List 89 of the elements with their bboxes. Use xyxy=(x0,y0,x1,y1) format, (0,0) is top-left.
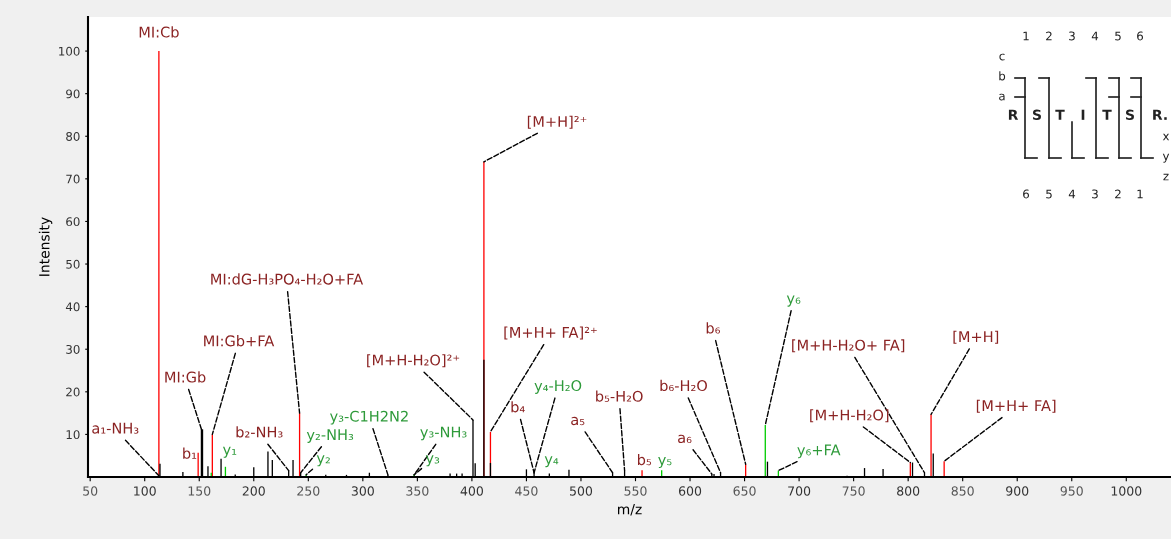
annotation: [M+H-H₂O]²⁺ xyxy=(367,354,460,368)
y-axis-title: Intensity xyxy=(38,217,53,276)
annotation: 4 xyxy=(1091,31,1099,41)
y-tick-label: 50 xyxy=(66,259,80,269)
annotation: y₆ xyxy=(786,295,801,307)
annotation: 5 xyxy=(1046,189,1052,199)
x-tick-label: 400 xyxy=(460,486,483,496)
annotation: 5 xyxy=(1115,31,1121,41)
x-tick-label: 200 xyxy=(242,486,265,496)
annotation: b₆-H₂O xyxy=(660,379,707,392)
annotation: 6 xyxy=(1023,189,1030,199)
x-axis-title: m/z xyxy=(618,504,642,516)
annotation: S xyxy=(1032,109,1041,121)
annotation: y₂-NH₃ xyxy=(306,429,354,443)
annotation: I xyxy=(1081,109,1085,120)
annotation: MI:Gb+FA xyxy=(204,335,275,347)
annotation: 4 xyxy=(1068,189,1076,199)
annotation: 1 xyxy=(1023,31,1029,41)
annotation: y₄ xyxy=(544,456,559,468)
x-tick-label: 350 xyxy=(406,486,429,496)
x-tick-label: 600 xyxy=(678,486,702,496)
annotation: [M+H+ FA]²⁺ xyxy=(504,326,597,340)
x-tick-label: 850 xyxy=(951,486,974,496)
annotation: a₅ xyxy=(571,416,585,426)
annotation: y₃-NH₃ xyxy=(420,426,467,441)
annotation: y₃ xyxy=(425,455,440,467)
annotation: S xyxy=(1125,109,1134,121)
annotation: y₆+FA xyxy=(797,444,841,459)
annotation: a xyxy=(999,93,1005,101)
x-tick-label: 750 xyxy=(842,486,865,496)
y-tick-label: 30 xyxy=(66,344,80,354)
y-tick-label: 90 xyxy=(66,89,80,99)
y-tick-label: 10 xyxy=(66,430,80,440)
annotation: x xyxy=(1162,133,1170,141)
annotation: b₄ xyxy=(511,401,525,413)
annotation: [M+H-H₂O+ FA] xyxy=(792,339,905,353)
annotation: 3 xyxy=(1069,31,1075,41)
annotation: y₅ xyxy=(658,457,672,469)
x-tick-label: 100 xyxy=(134,486,156,496)
x-tick-label: 450 xyxy=(515,486,538,496)
annotation: b₁ xyxy=(183,447,197,459)
annotation: y₃-C1H2N2 xyxy=(330,410,408,425)
x-tick-label: 900 xyxy=(1006,486,1029,496)
annotation: a₆ xyxy=(678,434,692,444)
annotation: T xyxy=(1055,109,1065,120)
annotation: 2 xyxy=(1115,189,1121,199)
annotation: 1 xyxy=(1137,189,1143,199)
x-tick-label: 500 xyxy=(570,486,593,496)
annotation: R. xyxy=(1153,109,1167,120)
annotation: b₅ xyxy=(637,453,652,466)
annotation: MI:Gb xyxy=(165,371,206,383)
annotation: y xyxy=(1162,153,1170,163)
annotation: T xyxy=(1102,109,1112,120)
annotation: [M+H+ FA] xyxy=(976,399,1056,413)
y-tick-label: 20 xyxy=(66,387,80,397)
annotation: [M+H]²⁺ xyxy=(527,115,587,129)
y-tick-label: 70 xyxy=(66,174,80,184)
x-tick-label: 50 xyxy=(83,486,98,496)
x-tick-label: 800 xyxy=(897,486,920,496)
annotation: MI:dG-H₃PO₄-H₂O+FA xyxy=(211,273,364,285)
x-tick-label: 550 xyxy=(624,486,647,496)
annotation: 6 xyxy=(1137,31,1144,41)
annotation: 3 xyxy=(1092,189,1098,199)
annotation: R xyxy=(1008,109,1019,120)
x-tick-label: 300 xyxy=(351,486,374,496)
annotation: b₆ xyxy=(706,322,721,334)
annotation: c xyxy=(999,53,1005,61)
annotation: z xyxy=(1163,173,1169,181)
annotation: b₂-NH₃ xyxy=(236,426,283,438)
x-tick-label: 250 xyxy=(297,486,320,496)
y-tick-label: 100 xyxy=(59,46,80,56)
annotation: a₁-NH₃ xyxy=(92,422,139,434)
annotation: MI:Cb xyxy=(139,26,179,38)
x-tick-label: 650 xyxy=(733,486,756,496)
y-tick-label: 40 xyxy=(65,302,80,312)
y-tick-label: 60 xyxy=(66,217,80,227)
y-tick-label: 80 xyxy=(66,131,80,141)
annotation: b₅-H₂O xyxy=(596,390,643,402)
annotation: y₂ xyxy=(316,455,330,467)
annotation: 2 xyxy=(1046,31,1052,41)
annotation: y₁ xyxy=(222,446,237,458)
x-tick-label: 950 xyxy=(1060,486,1083,496)
x-tick-label: 700 xyxy=(788,486,811,496)
annotation: [M+H-H₂O] xyxy=(810,409,889,423)
annotation: [M+H] xyxy=(953,330,999,344)
x-tick-label: 1000 xyxy=(1111,486,1142,496)
annotation: b xyxy=(999,71,1006,81)
x-tick-label: 150 xyxy=(188,486,211,496)
annotation: y₄-H₂O xyxy=(534,380,582,394)
